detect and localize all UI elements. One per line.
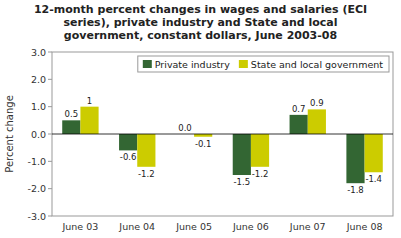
- y-tick: [48, 52, 52, 53]
- y-tick: [48, 106, 52, 107]
- y-tick: [48, 188, 52, 189]
- y-tick-label: 1.0: [31, 101, 46, 112]
- x-tick-label: June 07: [289, 221, 326, 232]
- title-line: government, constant dollars, June 2003-…: [64, 29, 337, 42]
- legend-swatch: [239, 60, 248, 68]
- data-label: 0.7: [292, 104, 306, 114]
- y-tick-label: -3.0: [27, 211, 46, 222]
- bars: [62, 107, 383, 184]
- data-label: -1.8: [347, 185, 364, 195]
- bar: [251, 134, 269, 167]
- y-tick-label: 0.0: [31, 129, 46, 140]
- y-tick-label: 3.0: [31, 47, 46, 58]
- bar: [346, 134, 364, 183]
- data-label: -1.2: [252, 169, 269, 179]
- bar: [308, 109, 326, 134]
- y-axis-label: Percent change: [4, 95, 15, 173]
- title-line: 12-month percent changes in wages and sa…: [34, 3, 367, 16]
- data-label: -1.5: [234, 177, 251, 187]
- data-label: -0.6: [120, 152, 137, 162]
- bar: [194, 134, 212, 137]
- y-tick: [48, 161, 52, 162]
- data-label: 0.0: [178, 123, 192, 133]
- data-labels: 0.51-0.6-1.20.0-0.1-1.5-1.20.70.9-1.8-1.…: [65, 96, 382, 196]
- y-tick: [48, 79, 52, 80]
- y-tick-label: -1.0: [27, 156, 46, 167]
- legend-swatch: [143, 60, 152, 68]
- title: 12-month percent changes in wages and sa…: [34, 3, 367, 42]
- data-label: 0.5: [65, 109, 79, 119]
- y-tick: [48, 216, 52, 217]
- x-tick-label: June 04: [118, 221, 155, 232]
- bar: [290, 115, 308, 134]
- zero-line: [52, 134, 393, 135]
- x-tick-label: June 08: [346, 221, 383, 232]
- bar: [365, 134, 383, 172]
- data-label: -0.1: [195, 139, 212, 149]
- y-tick: [48, 134, 52, 135]
- title-line: series), private industry and State and …: [63, 16, 337, 29]
- bar: [233, 134, 251, 175]
- x-tick-label: June 05: [175, 221, 212, 232]
- y-tick-label: -2.0: [27, 183, 46, 194]
- x-tick-label: June 03: [62, 221, 99, 232]
- legend-label: Private industry: [155, 59, 230, 70]
- x-tick-label: June 06: [232, 221, 269, 232]
- data-label: 1: [87, 96, 92, 106]
- data-label: -1.2: [138, 169, 155, 179]
- y-tick-label: 2.0: [31, 74, 46, 85]
- bar: [80, 107, 98, 134]
- bar: [62, 120, 80, 134]
- bar: [137, 134, 155, 167]
- plot-frame: [52, 52, 393, 216]
- data-label: -1.4: [365, 174, 382, 184]
- legend-box: [138, 56, 389, 72]
- bar: [119, 134, 137, 150]
- data-label: 0.9: [310, 98, 324, 108]
- legend: Private industry State and local governme…: [138, 56, 389, 72]
- legend-label: State and local government: [251, 59, 383, 70]
- chart: 12-month percent changes in wages and sa…: [0, 0, 401, 238]
